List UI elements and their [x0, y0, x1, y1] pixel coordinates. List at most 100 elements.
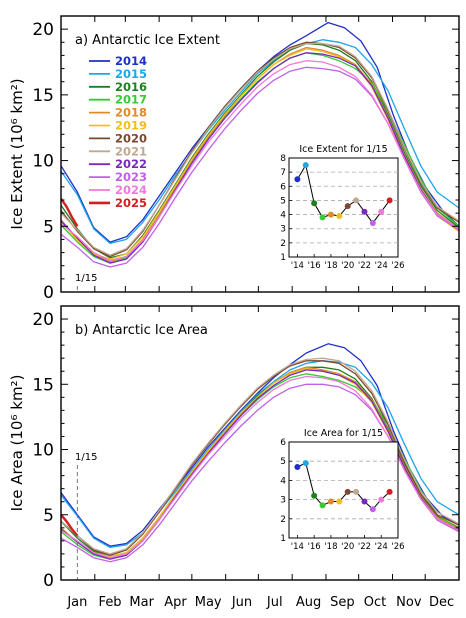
month-labels: Jan Feb Mar Apr May Jun Jul Aug Sep Oct Nov Dec	[66, 595, 454, 610]
inset-x-tick-label: '20	[341, 261, 354, 271]
inset-y-tick-label: 6	[280, 438, 286, 448]
series-line-2024	[61, 375, 459, 559]
inset-point-2014	[294, 176, 301, 183]
inset-point-2020	[344, 488, 351, 495]
legend-label-2020: 2020	[115, 131, 147, 145]
y-tick-label: 5	[43, 217, 54, 237]
month-label-aug: Aug	[296, 595, 321, 610]
legend-label-2025: 2025	[115, 196, 147, 210]
month-label-nov: Nov	[396, 595, 422, 610]
area-y-axis-label: Ice Area (10⁶ km²)	[8, 375, 26, 512]
month-label-jul: Jul	[266, 595, 283, 610]
month-label-may: May	[195, 595, 222, 610]
inset-x-tick-label: '16	[308, 261, 321, 271]
extent-series-lines	[61, 21, 459, 268]
series-line-2022	[61, 52, 459, 264]
month-label-feb: Feb	[99, 595, 122, 610]
series-line-2022	[61, 369, 459, 560]
inset-point-2023	[369, 220, 376, 227]
extent-inset: 1 2 3 4 5 6 7 8 '14 '16'18 '20 '22 '24'26 Ice Exten…	[280, 144, 404, 271]
inset-x-tick-label: '22	[358, 542, 371, 552]
inset-y-tick-label: 1	[280, 534, 286, 544]
series-line-2023	[61, 383, 459, 563]
y-tick-label: 20	[32, 20, 54, 40]
inset-point-2015	[302, 162, 309, 169]
inset-point-2017	[319, 502, 326, 509]
inset-y-tick-label: 1	[280, 253, 286, 263]
inset-point-2017	[319, 214, 326, 221]
area-inset-title: Ice Area for 1/15	[304, 428, 383, 439]
legend-label-2018: 2018	[115, 106, 147, 120]
area-inset: 1 2 3 4 5 6 '14 '16'18 '20 '22 '24'26 Ice Area fo…	[280, 428, 404, 552]
inset-point-2021	[353, 488, 360, 495]
extent-plot-frame	[60, 15, 460, 293]
series-line-2021	[61, 357, 459, 555]
month-label-jun: Jun	[231, 595, 252, 610]
series-line-2015	[61, 360, 459, 549]
inset-point-2021	[353, 197, 360, 204]
month-label-apr: Apr	[164, 595, 187, 610]
legend-label-2021: 2021	[115, 144, 147, 158]
inset-point-2016	[311, 200, 318, 207]
area-inset-y-ticks: 1 2 3 4 5 6	[280, 438, 292, 544]
area-series-lines	[61, 343, 459, 563]
month-label-mar: Mar	[129, 595, 154, 610]
inset-x-tick-label: '22	[358, 261, 371, 271]
legend-label-2019: 2019	[115, 119, 147, 133]
series-line-2014	[61, 343, 459, 547]
area-marker-label: 1/15	[75, 452, 97, 463]
series-line-2015	[61, 39, 459, 245]
area-inset-x-ticks: '14 '16'18 '20 '22 '24'26	[291, 535, 405, 552]
month-label-dec: Dec	[429, 595, 454, 610]
y-tick-label: 20	[32, 310, 54, 330]
month-label-sep: Sep	[330, 595, 355, 610]
inset-point-2022	[361, 208, 368, 215]
inset-point-2024	[378, 496, 385, 503]
extent-legend: 2014201520162017201820192020202120222023…	[89, 54, 147, 210]
inset-x-tick-label: '16	[308, 542, 321, 552]
area-panel-title: b) Antarctic Ice Area	[75, 323, 208, 338]
y-tick-label: 0	[43, 283, 54, 303]
inset-y-tick-label: 7	[280, 168, 286, 178]
inset-y-tick-label: 3	[280, 496, 286, 506]
series-line-2024	[61, 60, 459, 262]
inset-y-tick-label: 8	[280, 154, 286, 164]
inset-x-tick-label: '14	[291, 261, 304, 271]
inset-point-2019	[336, 212, 343, 219]
inset-point-2024	[378, 208, 385, 215]
inset-point-2016	[311, 492, 318, 499]
area-inset-frame	[288, 441, 399, 539]
inset-x-tick-label: '24	[375, 542, 388, 552]
legend-label-2023: 2023	[115, 170, 147, 184]
inset-point-2025	[386, 488, 393, 495]
inset-point-2018	[327, 498, 334, 505]
y-tick-label: 5	[43, 506, 54, 526]
inset-point-2014	[294, 463, 301, 470]
extent-inset-y-ticks: 1 2 3 4 5 6 7 8	[280, 154, 292, 263]
inset-x-tick-label: '18	[324, 542, 337, 552]
legend-label-2014: 2014	[115, 54, 147, 68]
series-line-2025	[61, 198, 79, 227]
series-line-2017	[61, 373, 459, 560]
area-inset-points	[294, 460, 393, 513]
inset-point-2025	[386, 197, 393, 204]
extent-panel-title: a) Antarctic Ice Extent	[75, 33, 220, 48]
inset-point-2018	[327, 211, 334, 218]
extent-month-ticks	[94, 16, 426, 292]
month-label-jan: Jan	[66, 595, 87, 610]
inset-point-2020	[344, 203, 351, 210]
inset-y-tick-label: 4	[280, 476, 286, 486]
legend-label-2024: 2024	[115, 183, 147, 197]
inset-x-tick-label: '14	[291, 542, 304, 552]
extent-inset-x-ticks: '14 '16'18 '20 '22 '24'26	[291, 254, 405, 271]
inset-x-tick-label: '20	[341, 542, 354, 552]
inset-point-2023	[369, 506, 376, 513]
inset-x-tick-label: '26	[391, 261, 404, 271]
inset-x-tick-label: '24	[375, 261, 388, 271]
legend-label-2015: 2015	[115, 67, 147, 81]
area-plot-frame	[60, 305, 460, 581]
inset-y-tick-label: 5	[280, 457, 286, 467]
